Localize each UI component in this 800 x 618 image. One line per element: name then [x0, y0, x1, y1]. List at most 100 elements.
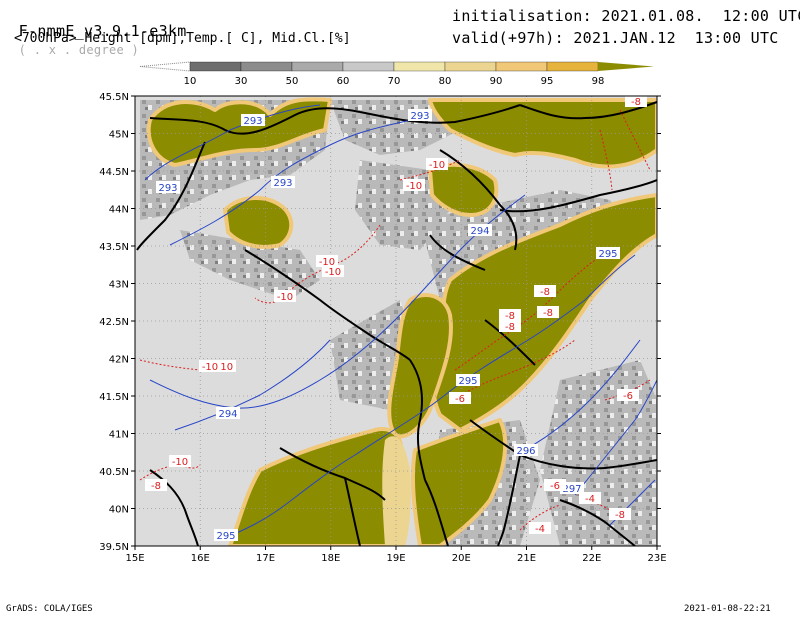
temp-label-bg: [316, 255, 338, 267]
temp-label-bg: [534, 285, 556, 297]
variables-subtitle: <700hPa> Height [dpm],Temp.[ C], Mid.Cl.…: [14, 31, 351, 46]
lon-label: 16E: [191, 553, 210, 564]
temp-label-bg: [579, 492, 601, 504]
temp-label-bg: [145, 479, 167, 491]
temp-label-bg: [169, 455, 191, 467]
height-contour-label: 295: [216, 531, 235, 542]
temperature-contour-label: -10: [202, 362, 218, 373]
lon-label: 23E: [647, 553, 666, 564]
temperature-contour-label: -10: [217, 362, 233, 373]
temperature-contour-label: -10: [325, 267, 341, 278]
colorbar-label: 98: [592, 76, 605, 87]
init-value: 2021.01.08. 12:00 UTC: [601, 7, 800, 25]
height-contour-label: 293: [273, 178, 292, 189]
height-label-bg: [468, 224, 492, 236]
temp-label-bg: [609, 508, 631, 520]
temperature-contour-label: -8: [615, 510, 625, 521]
temperature-contour-label: -8: [151, 481, 161, 492]
footer-timestamp: 2021-01-08-22:21: [684, 604, 771, 614]
height-contour-label: 293: [243, 116, 262, 127]
temperature-contour-label: -10: [172, 457, 188, 468]
lat-label: 45N: [109, 130, 129, 141]
init-time: initialisation: 2021.01.08. 12:00 UTC: [452, 7, 800, 25]
colorbar-label: 30: [235, 76, 248, 87]
temp-label-bg: [426, 158, 448, 170]
valid-label: valid(+97h):: [452, 29, 564, 47]
temp-label-bg: [625, 96, 647, 107]
height-contour-labels: 293 293 293 293 294 294 295 295 296 297 295: [156, 109, 620, 542]
lat-label: 43.5N: [99, 242, 129, 253]
temperature-contour-label: -4: [585, 494, 595, 505]
colorbar-label: 95: [541, 76, 554, 87]
colorbar-label: 50: [286, 76, 299, 87]
light-cloud-plume: [382, 436, 411, 546]
temperature-contour-label: -8: [540, 287, 550, 298]
height-label-bg: [456, 374, 480, 386]
lat-label: 45.5N: [99, 92, 129, 103]
temperature-contour-label: -10: [429, 160, 445, 171]
lat-label: 42N: [109, 355, 129, 366]
valid-value: 2021.JAN.12 13:00 UTC: [573, 29, 779, 47]
lat-label: 44N: [109, 205, 129, 216]
lon-label: 20E: [452, 553, 471, 564]
height-label-bg: [408, 109, 432, 121]
colorbar-labels: 10 30 50 60 70 80 90 95 98: [184, 76, 605, 87]
height-label-bg: [596, 247, 620, 259]
lat-label: 41.5N: [99, 392, 129, 403]
lon-label: 22E: [582, 553, 601, 564]
country-borders: [136, 101, 657, 546]
height-label-bg: [156, 181, 180, 193]
longitude-labels: 15E 16E 17E 18E 19E 20E 21E 22E 23E: [125, 553, 666, 564]
temperature-contour-label: -6: [550, 481, 560, 492]
lat-label: 44.5N: [99, 167, 129, 178]
lon-label: 15E: [125, 553, 144, 564]
lat-label: 39.5N: [99, 542, 129, 553]
temp-label-bg: [544, 479, 566, 491]
temperature-contour-label: -6: [623, 391, 633, 402]
lat-label: 40.5N: [99, 467, 129, 478]
colorbar-label: 90: [490, 76, 503, 87]
colorbar-label: 70: [388, 76, 401, 87]
height-contour-label: 294: [218, 409, 237, 420]
lon-label: 21E: [517, 553, 536, 564]
temp-label-bg: [403, 179, 425, 191]
temp-label-bg: [322, 265, 344, 277]
temperature-contour-label: -4: [535, 524, 545, 535]
temperature-contour-label: -8: [631, 97, 641, 108]
lat-label: 43N: [109, 280, 129, 291]
height-label-bg: [241, 114, 265, 126]
lon-label: 18E: [321, 553, 340, 564]
temperature-contour-label: -8: [543, 308, 553, 319]
temp-label-bg: [499, 320, 521, 332]
colorbar-label: 80: [439, 76, 452, 87]
colorbar-label: 10: [184, 76, 197, 87]
latlon-grid: [135, 96, 657, 546]
footer-credit: GrADS: COLA/IGES: [6, 604, 93, 614]
temp-label-bg: [529, 522, 551, 534]
temperature-contour-label: -10: [319, 257, 335, 268]
height-contour-label: 296: [516, 446, 535, 457]
temperature-contour-label: -10: [406, 181, 422, 192]
init-label: initialisation:: [452, 7, 592, 25]
height-label-bg: [271, 176, 295, 188]
height-label-bg: [216, 407, 240, 419]
axis-ticks: [131, 95, 661, 550]
colorbar-label: 60: [337, 76, 350, 87]
temperature-contour-label: -8: [505, 322, 515, 333]
height-contour-label: 294: [470, 226, 489, 237]
temperature-contour-labels: -10-10-10-10-10-10-10-10-8-8-8-8-8-6 -6-6…: [145, 96, 647, 535]
height-contour-label: 293: [158, 183, 177, 194]
temp-label-bg: [617, 389, 639, 401]
unit-hint: ( . x . degree ): [18, 43, 140, 57]
model-name-title: F-nmmE_v3.9.1-e3km ( . x . degree ): [0, 4, 187, 58]
height-contour-label: 297: [562, 484, 581, 495]
colorbar-upper-arrow: [598, 62, 654, 71]
colorbar-legend: 10 30 50 60 70 80 90 95 98: [140, 61, 654, 87]
temperature-contour-label: -8: [505, 311, 515, 322]
height-contours: [144, 104, 657, 541]
lat-label: 42.5N: [99, 317, 129, 328]
valid-time: valid(+97h): 2021.JAN.12 13:00 UTC: [452, 29, 779, 47]
height-label-bg: [514, 444, 538, 456]
